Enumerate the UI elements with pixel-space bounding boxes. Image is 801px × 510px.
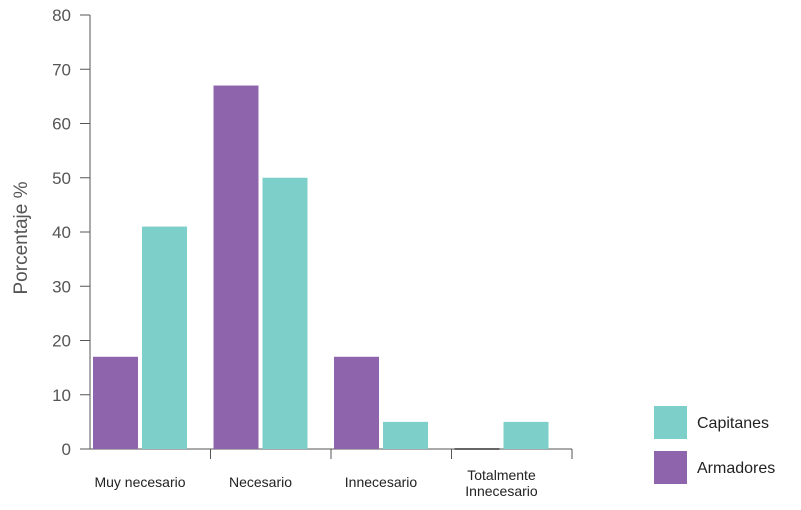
y-tick-label: 0 <box>62 440 71 459</box>
y-tick-label: 40 <box>52 223 71 242</box>
bar-capitanes-1 <box>262 177 308 449</box>
legend-swatch-armadores <box>654 451 687 484</box>
y-tick-label: 10 <box>52 386 71 405</box>
bar-capitanes-2 <box>383 421 428 449</box>
y-axis-title: Porcentaje % <box>11 181 32 294</box>
bar-armadores-2 <box>334 356 379 449</box>
legend-label-armadores: Armadores <box>697 460 775 477</box>
y-tick-label: 80 <box>52 6 71 25</box>
legend: Capitanes Armadores <box>654 406 775 484</box>
y-tick-label: 70 <box>52 60 71 79</box>
bars <box>93 85 549 450</box>
legend-label-capitanes: Capitanes <box>697 415 769 432</box>
bar-armadores-0 <box>93 356 138 449</box>
y-tick-label: 50 <box>52 169 71 188</box>
y-tick-label: 30 <box>52 277 71 296</box>
x-category-label: Necesario <box>229 474 292 490</box>
bar-capitanes-3 <box>503 421 549 449</box>
bar-armadores-1 <box>213 85 259 450</box>
y-tick-label: 20 <box>52 332 71 351</box>
y-axis: 0 10 20 30 40 50 60 70 80 Porcentaje % <box>11 6 91 459</box>
x-category-label: Innecesario <box>345 474 418 490</box>
x-category-label: Totalmente Innecesario <box>465 467 538 499</box>
y-tick-label: 60 <box>52 115 71 134</box>
bar-capitanes-0 <box>142 226 187 449</box>
x-axis: Muy necesario Necesario Innecesario Totalme… <box>90 448 573 499</box>
legend-swatch-capitanes <box>654 406 687 439</box>
x-category-label: Muy necesario <box>94 474 185 490</box>
